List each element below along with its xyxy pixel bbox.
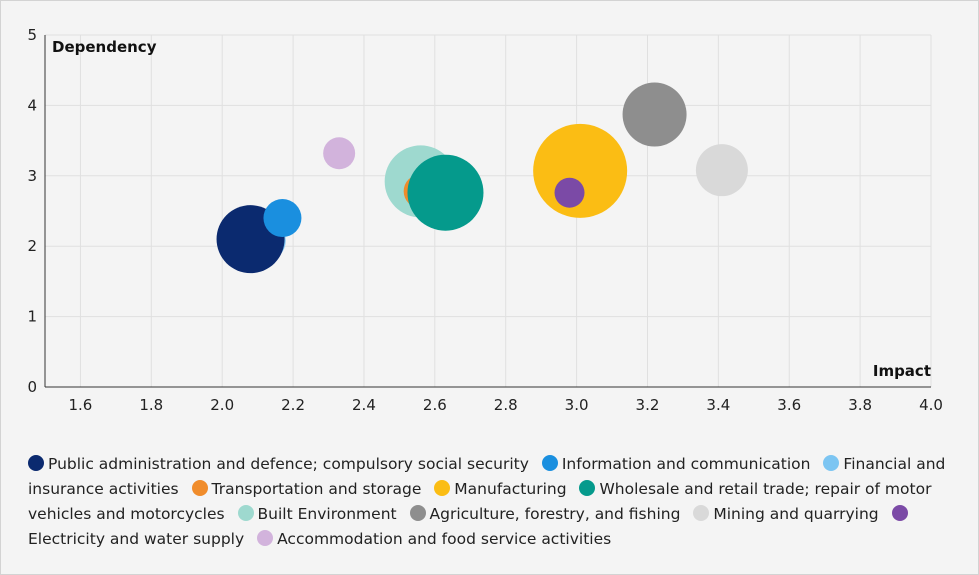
x-tick-label: 4.0	[919, 396, 943, 414]
legend-swatch	[434, 480, 451, 496]
x-axis-title: Impact	[873, 362, 931, 380]
legend-label: Built Environment	[257, 505, 397, 523]
legend-swatch	[541, 455, 558, 471]
y-tick-label: 5	[27, 26, 37, 44]
y-tick-label: 0	[27, 378, 37, 396]
x-tick-label: 3.4	[706, 396, 730, 414]
legend-swatch	[237, 505, 254, 521]
bubble-information-and-communication	[263, 199, 302, 238]
legend: Public administration and defence; compu…	[28, 452, 953, 552]
legend-swatch	[28, 455, 44, 471]
legend-swatch	[823, 455, 840, 471]
legend-swatch	[409, 505, 426, 521]
gridlines	[45, 34, 932, 388]
legend-label: Agriculture, forestry, and fishing	[429, 505, 681, 523]
legend-item: Mining and quarrying	[693, 505, 879, 523]
x-tick-label: 3.6	[777, 396, 801, 414]
x-tick-label: 1.8	[139, 396, 163, 414]
x-tick-label: 3.8	[848, 396, 872, 414]
bubbles	[216, 82, 748, 274]
legend-item: Information and communication	[541, 455, 811, 473]
y-tick-label: 3	[27, 167, 37, 185]
legend-item: Public administration and defence; compu…	[28, 455, 529, 473]
legend-swatch	[191, 480, 208, 496]
legend-swatch	[257, 530, 274, 546]
legend-item: Transportation and storage	[191, 480, 422, 498]
legend-label: Transportation and storage	[211, 480, 422, 498]
x-tick-labels: 1.6 1.8 2.0 2.2 2.4 2.6 2.8 3.0 3.2 3.4 3.6 3.8 4.0	[69, 396, 943, 414]
legend-item: Accommodation and food service activitie…	[257, 530, 611, 548]
legend-label: Mining and quarrying	[713, 505, 879, 523]
bubble-mining-and-quarrying	[695, 144, 748, 197]
legend-item: Built Environment	[237, 505, 397, 523]
legend-label: Wholesale and retail trade; repair of mo…	[28, 480, 932, 523]
legend-label: Electricity and water supply	[28, 530, 245, 548]
legend-label: Financial and insurance activities	[28, 455, 946, 498]
x-tick-label: 3.0	[565, 396, 589, 414]
x-tick-label: 2.6	[423, 396, 447, 414]
legend-swatch	[891, 505, 908, 521]
legend-label: Information and communication	[561, 455, 811, 473]
x-tick-label: 2.8	[494, 396, 518, 414]
x-tick-label: 2.4	[352, 396, 376, 414]
y-tick-label: 2	[27, 237, 37, 255]
y-axis-title: Dependency	[52, 38, 157, 56]
bubble-accommodation-and-food-service-activities	[323, 137, 356, 170]
legend-label: Manufacturing	[454, 480, 567, 498]
legend-item: Manufacturing	[434, 480, 567, 498]
x-tick-label: 1.6	[69, 396, 93, 414]
bubble-wholesale-and-retail-trade-repair-of-motor-vehicles-and-motorcycles	[407, 154, 484, 231]
legend-item: Financial and insurance activities	[28, 455, 945, 498]
bubble-manufacturing	[533, 123, 628, 218]
legend-item: Agriculture, forestry, and fishing	[409, 505, 681, 523]
axes	[44, 35, 931, 388]
bubble-electricity-and-water-supply	[554, 177, 585, 208]
legend-label: Accommodation and food service activitie…	[277, 530, 612, 548]
y-tick-label: 1	[27, 308, 37, 326]
y-tick-labels: 0 1 2 3 4 5	[27, 26, 37, 396]
legend-swatch	[693, 505, 710, 521]
x-tick-label: 3.2	[636, 396, 660, 414]
legend-item: Electricity and water supply	[28, 505, 912, 548]
x-tick-label: 2.2	[281, 396, 305, 414]
legend-swatch	[579, 480, 596, 496]
legend-label: Public administration and defence; compu…	[48, 455, 529, 473]
x-tick-label: 2.0	[210, 396, 234, 414]
y-tick-label: 4	[27, 96, 37, 114]
legend-item: Wholesale and retail trade; repair of mo…	[28, 480, 931, 523]
bubble-agriculture-forestry-and-fishing	[622, 82, 687, 147]
bubble-chart: 1.6 1.8 2.0 2.2 2.4 2.6 2.8 3.0 3.2 3.4 3.6 3.8 4.0 …	[27, 26, 943, 414]
